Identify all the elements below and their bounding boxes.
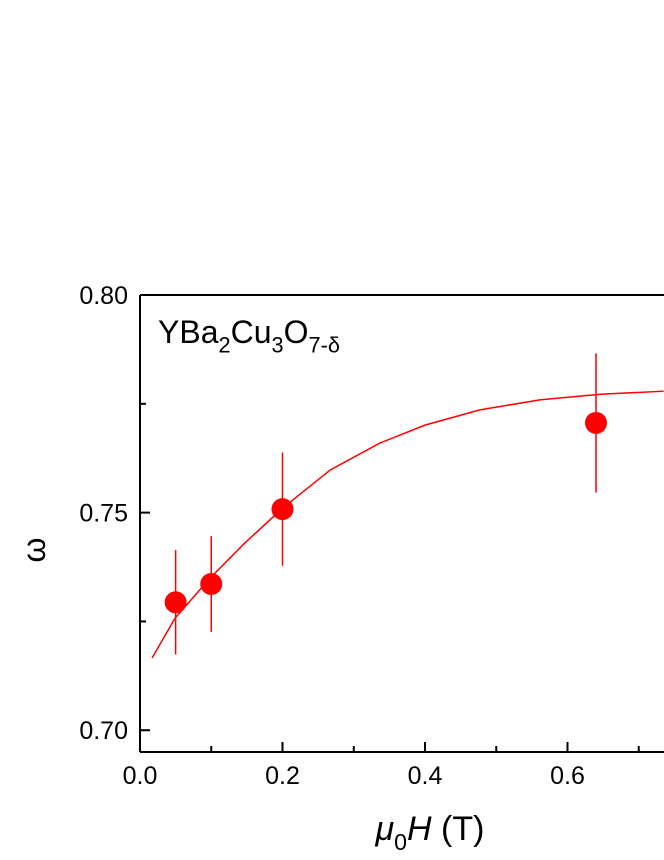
subscript: 7-δ (309, 333, 340, 358)
subscript: 0 (394, 829, 407, 855)
x-tick-label: 0.2 (265, 762, 300, 790)
data-point (200, 572, 223, 595)
y-tick-label: 0.80 (79, 282, 128, 310)
text-part: (T) (432, 810, 485, 848)
fit-line (151, 390, 664, 659)
text-part: Cu (231, 314, 272, 350)
x-tick-label: 0.0 (123, 762, 158, 790)
text-part: O (284, 314, 309, 350)
y-axis-label: ω (16, 538, 52, 563)
text-part: H (407, 810, 432, 848)
data-point (164, 591, 187, 614)
x-axis-label: μ0H (T) (375, 810, 485, 855)
y-tick-label: 0.70 (79, 717, 128, 745)
text-part: μ (375, 810, 395, 848)
x-tick-label: 0.6 (550, 762, 585, 790)
annotation: YBa2Cu3O7-δ (158, 314, 340, 358)
subscript: 2 (218, 333, 230, 358)
data-point (585, 411, 607, 434)
y-tick-label: 0.75 (79, 500, 128, 528)
subscript: 3 (272, 333, 284, 358)
x-tick-label: 0.4 (408, 762, 443, 790)
text-part: YBa (158, 314, 219, 350)
